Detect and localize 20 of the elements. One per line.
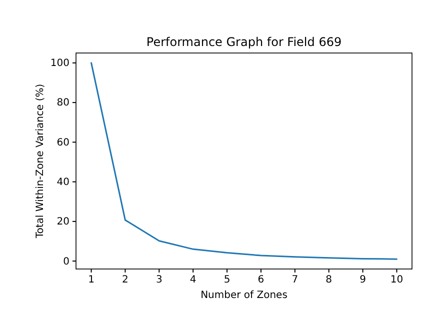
x-tick-label: 5 — [224, 274, 230, 286]
x-tick-label: 1 — [88, 274, 94, 286]
chart-title: Performance Graph for Field 669 — [146, 35, 342, 49]
y-tick-label: 40 — [56, 177, 70, 188]
x-tick-label: 2 — [122, 274, 128, 286]
y-axis-title: Total Within-Zone Variance (%) — [35, 84, 46, 240]
y-tick-label: 60 — [56, 137, 70, 148]
x-tick-label: 4 — [190, 274, 196, 286]
y-tick-label: 80 — [56, 98, 70, 109]
y-tick-label: 0 — [63, 256, 70, 268]
x-tick-label: 7 — [292, 274, 298, 286]
x-tick-label: 3 — [156, 274, 162, 286]
x-tick-label: 6 — [258, 274, 264, 286]
y-tick-label: 20 — [56, 216, 70, 228]
x-tick-label: 8 — [326, 274, 332, 286]
x-axis-title: Number of Zones — [200, 290, 288, 301]
y-tick-label: 100 — [50, 58, 70, 70]
x-tick-label: 10 — [390, 274, 404, 286]
x-tick-label: 9 — [360, 274, 366, 286]
line-series — [90, 62, 398, 260]
